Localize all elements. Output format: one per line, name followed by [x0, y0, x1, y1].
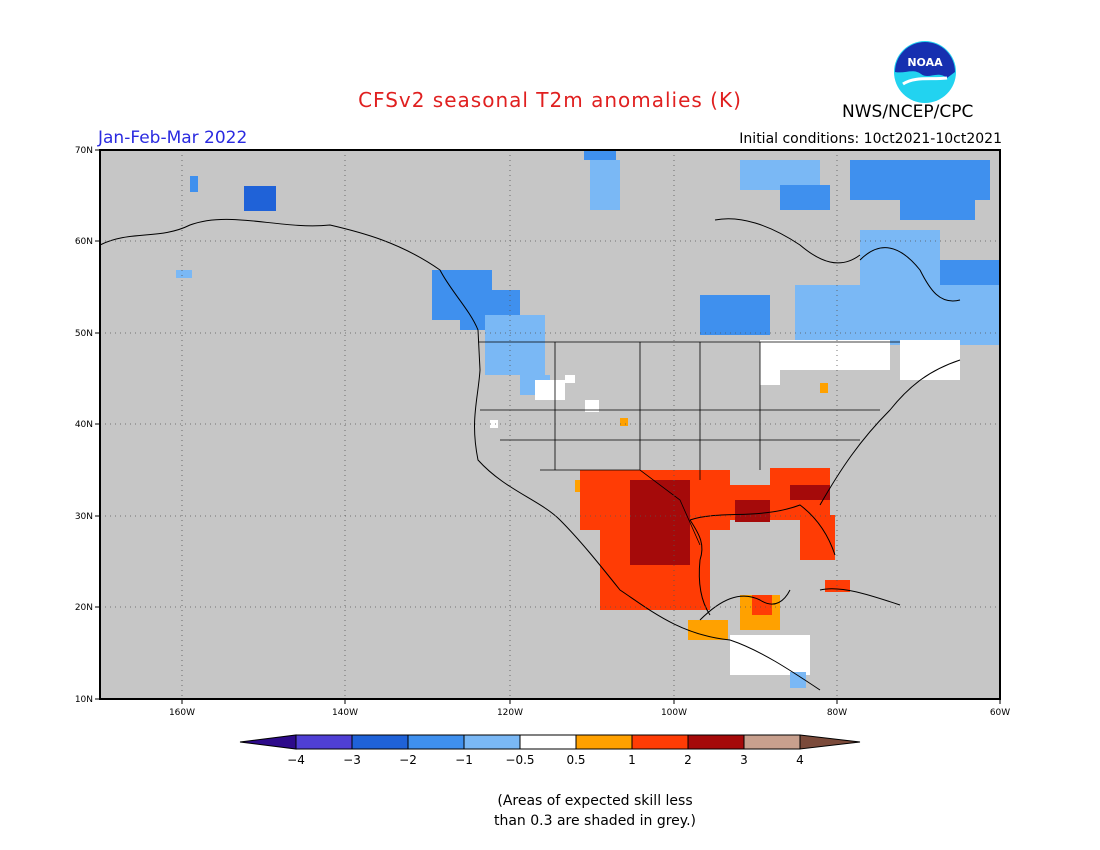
lat-label: 50N [75, 329, 93, 339]
skill-note: (Areas of expected skill less than 0.3 a… [0, 791, 1100, 831]
anomaly-patch-alaska [190, 176, 198, 192]
anomaly-patch-arctic-2 [590, 160, 620, 210]
colorbar-label: −4 [287, 753, 305, 767]
anomaly-patch-very-hot-ga [790, 485, 830, 500]
logo-text: NOAA [907, 56, 943, 69]
latitude-labels: 70N 60N 50N 40N 30N 20N 10N [75, 146, 93, 705]
chart-title: CFSv2 seasonal T2m anomalies (K) [358, 88, 742, 112]
colorbar-label: 2 [684, 753, 692, 767]
colorbar-swatch [631, 734, 689, 750]
anomaly-patch-hot-yuc [752, 595, 772, 615]
agency-label: NWS/NCEP/CPC [842, 102, 974, 122]
lat-label: 10N [75, 695, 93, 705]
anomaly-patch-warm-mx-s [688, 620, 728, 640]
anomaly-patch-arctic-5 [850, 160, 990, 200]
colorbar-label: 0.5 [566, 753, 585, 767]
colorbar-label: 3 [740, 753, 748, 767]
anomaly-patch-pnw-2 [535, 380, 565, 400]
colorbar-swatch [295, 734, 353, 750]
lon-label: 100W [661, 708, 687, 718]
anomaly-patch-arctic-1 [584, 150, 616, 160]
colorbar-swatch [575, 734, 633, 750]
colorbar-label: −3 [343, 753, 361, 767]
anomaly-patch-neutral-ca [730, 635, 810, 675]
colorbar-label: −1 [455, 753, 473, 767]
skill-note-line: (Areas of expected skill less [497, 793, 693, 809]
lat-label: 20N [75, 603, 93, 613]
anomaly-patches [176, 150, 1000, 688]
colorbar-label: −2 [399, 753, 417, 767]
anomaly-patch-warm-mi [820, 383, 828, 393]
anomaly-patch-quebec-3 [795, 285, 1000, 345]
colorbar-label: 1 [628, 753, 636, 767]
colorbar-label: −0.5 [505, 753, 534, 767]
longitude-labels: 160W 140W 120W 100W 80W 60W [169, 708, 1010, 718]
anomaly-patch-neutral-ne-3 [760, 365, 780, 385]
skill-note-line: than 0.3 are shaded in grey.) [493, 813, 696, 829]
political-borders [478, 341, 900, 546]
colorbar-swatch [743, 734, 801, 750]
colorbar-swatch [463, 734, 521, 750]
anomaly-patch-cool-ca [790, 672, 806, 688]
anomaly-patch-very-hot-tx [630, 480, 690, 565]
lon-label: 80W [827, 708, 847, 718]
anomaly-patch-pnw-5 [490, 420, 498, 428]
lon-label: 120W [497, 708, 523, 718]
axis-ticks [95, 149, 1001, 704]
forecast-period: Jan-Feb-Mar 2022 [98, 128, 248, 148]
colorbar-label: 4 [796, 753, 804, 767]
coastlines [99, 218, 961, 691]
anomaly-patch-ontario [700, 295, 770, 335]
lat-label: 60N [75, 237, 93, 247]
anomaly-patch-alaska-sw [176, 270, 192, 278]
anomaly-patch-neutral-ne-1 [760, 340, 890, 370]
anomaly-patch-arctic-4 [780, 185, 830, 210]
initial-conditions: Initial conditions: 10ct2021-10ct2021 [739, 131, 1002, 147]
graticule [100, 150, 1000, 699]
anomaly-patch-pnw-4 [585, 400, 599, 412]
lat-label: 40N [75, 420, 93, 430]
lon-label: 60W [990, 708, 1010, 718]
map-background [100, 150, 1000, 699]
lon-label: 140W [332, 708, 358, 718]
anomaly-patch-arctic-6 [900, 195, 975, 220]
colorbar-arrow-high [799, 734, 861, 750]
colorbar-arrow-low [239, 734, 297, 750]
noaa-logo: NOAA [894, 41, 956, 103]
colorbar-swatch [351, 734, 409, 750]
anomaly-patch-pnw-3 [565, 375, 575, 383]
colorbar: −4 −3 −2 −1 −0.5 0.5 1 2 3 4 [239, 734, 861, 767]
lat-label: 70N [75, 146, 93, 156]
colorbar-swatch [519, 734, 577, 750]
anomaly-patch-bc-3 [485, 315, 545, 375]
anomaly-patch-very-hot-la [735, 500, 770, 522]
colorbar-swatch [687, 734, 745, 750]
anomaly-patch-bering [244, 186, 276, 211]
lat-label: 30N [75, 512, 93, 522]
colorbar-swatch [407, 734, 465, 750]
lon-label: 160W [169, 708, 195, 718]
anomaly-patch-warm-co [620, 418, 628, 426]
